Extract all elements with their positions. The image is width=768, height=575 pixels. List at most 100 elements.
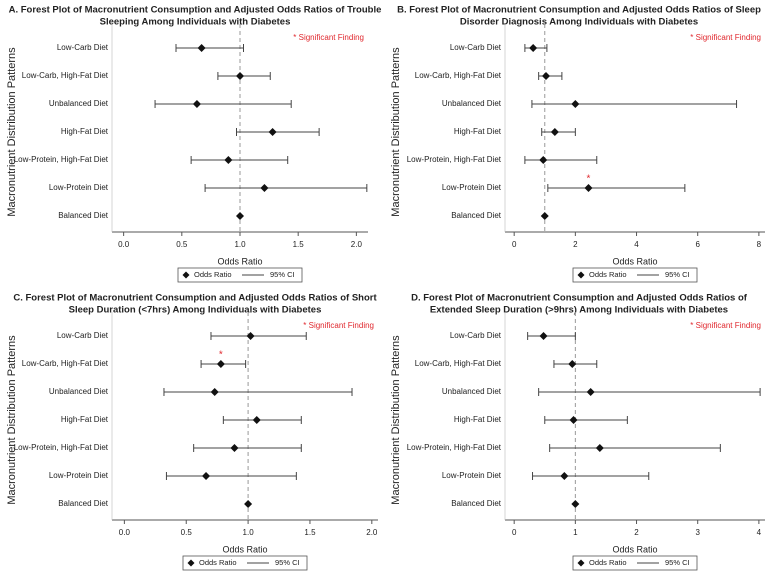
x-axis-label: Odds Ratio [612,544,657,554]
category-label: Balanced Diet [58,211,109,220]
x-tick-label: 6 [695,240,700,249]
odds-ratio-marker [244,500,253,508]
odds-ratio-marker [268,128,277,136]
odds-ratio-marker [539,156,548,164]
odds-ratio-marker [550,128,559,136]
category-label: Low-Protein, High-Fat Diet [407,443,502,452]
y-axis-label: Macronutrient Distribution Patterns [6,335,18,505]
category-label: Low-Protein, High-Fat Diet [14,155,109,164]
significance-marker: * [587,174,591,185]
legend-box [182,555,308,571]
odds-ratio-marker [197,44,206,52]
category-label: High-Fat Diet [454,415,502,424]
legend-label: Odds Ratio [199,558,237,567]
category-label: Balanced Diet [58,499,109,508]
category-label: Low-Protein Diet [442,471,502,480]
odds-ratio-marker [539,332,548,340]
odds-ratio-marker [236,212,244,220]
annotation: * Significant Finding [690,321,761,330]
x-tick-label: 1.0 [234,240,246,249]
category-label: Low-Protein, High-Fat Diet [14,443,109,452]
category-label: High-Fat Diet [454,127,502,136]
legend-box [572,555,698,571]
odds-ratio-marker [540,212,549,220]
x-tick-label: 2.0 [366,528,378,537]
category-label: Low-Carb Diet [450,43,502,52]
odds-ratio-marker [571,500,580,508]
x-axis-label: Odds Ratio [222,544,267,554]
x-tick-label: 3 [695,528,700,537]
odds-ratio-marker [246,332,255,340]
category-label: Unbalanced Diet [49,387,109,396]
annotation: * Significant Finding [303,321,374,330]
odds-ratio-marker [586,388,595,396]
odds-ratio-marker [529,44,538,52]
x-tick-label: 0.0 [118,240,130,249]
category-label: Unbalanced Diet [49,99,109,108]
category-label: High-Fat Diet [61,415,109,424]
significance-marker: * [219,350,223,361]
legend-label: 95% CI [275,558,300,567]
category-label: Low-Carb, High-Fat Diet [415,359,502,368]
x-tick-label: 0.5 [176,240,188,249]
chart-title: Sleeping Among Individuals with Diabetes [100,17,291,28]
annotation: * Significant Finding [293,33,364,42]
category-label: Low-Carb, High-Fat Diet [415,71,502,80]
odds-ratio-marker [595,444,604,452]
x-tick-label: 0 [512,240,517,249]
x-tick-label: 1.0 [243,528,255,537]
x-axis-label: Odds Ratio [217,256,262,266]
category-label: High-Fat Diet [61,127,109,136]
legend-label: Odds Ratio [194,270,232,279]
odds-ratio-marker [252,416,261,424]
x-tick-label: 4 [634,240,639,249]
x-tick-label: 0 [512,528,517,537]
category-label: Low-Protein, High-Fat Diet [407,155,502,164]
odds-ratio-marker [202,472,211,480]
category-label: Unbalanced Diet [442,99,502,108]
category-label: Low-Protein Diet [442,183,502,192]
odds-ratio-marker [210,388,219,396]
legend-label: 95% CI [270,270,295,279]
annotation: * Significant Finding [690,33,761,42]
legend-marker [182,271,190,279]
category-label: Low-Carb Diet [450,331,502,340]
x-tick-label: 1.5 [293,240,305,249]
odds-ratio-marker [192,100,201,108]
category-label: Low-Carb Diet [57,331,109,340]
x-tick-label: 0.0 [119,528,131,537]
x-tick-label: 4 [757,528,762,537]
y-axis-label: Macronutrient Distribution Patterns [390,47,402,217]
odds-ratio-marker [568,360,577,368]
x-tick-label: 2 [573,240,578,249]
odds-ratio-marker [224,156,233,164]
category-label: Low-Protein Diet [49,183,109,192]
chart-title: A. Forest Plot of Macronutrient Consumpt… [9,5,382,16]
category-label: Low-Carb Diet [57,43,109,52]
category-label: Unbalanced Diet [442,387,502,396]
y-axis-label: Macronutrient Distribution Patterns [390,335,402,505]
chart-title: Disorder Diagnosis Among Individuals wit… [460,17,698,28]
odds-ratio-marker [569,416,578,424]
chart-title: Sleep Duration (<7hrs) Among Individuals… [69,305,322,316]
category-label: Low-Protein Diet [49,471,109,480]
chart-title: D. Forest Plot of Macronutrient Consumpt… [411,293,748,304]
x-tick-label: 1.5 [304,528,316,537]
x-tick-label: 2.0 [351,240,363,249]
legend-label: Odds Ratio [589,558,627,567]
category-label: Low-Carb, High-Fat Diet [22,359,109,368]
x-tick-label: 2 [634,528,639,537]
legend-box [572,267,698,283]
chart-title: B. Forest Plot of Macronutrient Consumpt… [397,5,761,16]
x-tick-label: 8 [757,240,762,249]
legend-marker [577,559,585,567]
category-label: Low-Carb, High-Fat Diet [22,71,109,80]
category-label: Balanced Diet [451,211,502,220]
legend-box [177,267,303,283]
y-axis-label: Macronutrient Distribution Patterns [6,47,18,217]
legend-marker [187,559,195,567]
odds-ratio-marker [560,472,569,480]
x-axis-label: Odds Ratio [612,256,657,266]
odds-ratio-marker [216,360,225,368]
odds-ratio-marker [236,72,244,80]
